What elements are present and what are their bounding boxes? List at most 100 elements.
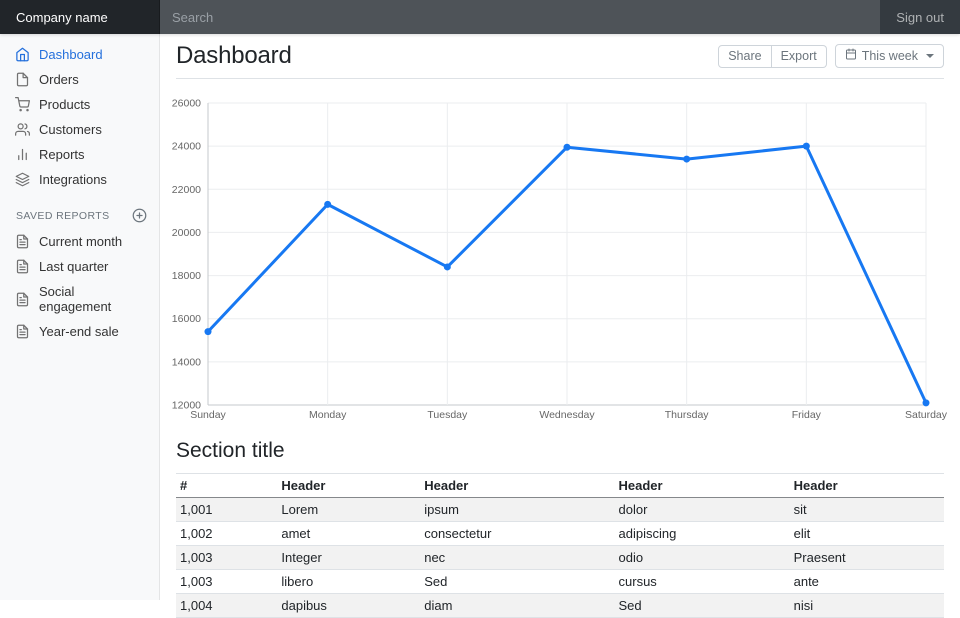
svg-text:26000: 26000: [172, 98, 201, 110]
svg-text:22000: 22000: [172, 184, 201, 196]
share-button[interactable]: Share: [718, 45, 771, 68]
search-input[interactable]: [160, 0, 880, 34]
table-cell: ipsum: [420, 498, 614, 522]
table-cell: Sed: [420, 570, 614, 594]
week-dropdown-label: This week: [862, 49, 918, 64]
sidebar-item-dashboard[interactable]: Dashboard: [0, 42, 160, 67]
sidebar-item-integrations[interactable]: Integrations: [0, 167, 160, 192]
svg-text:Sunday: Sunday: [190, 409, 226, 421]
sidebar-item-label: Dashboard: [39, 47, 103, 62]
saved-report-current-month[interactable]: Current month: [0, 229, 160, 254]
chevron-down-icon: [926, 54, 934, 58]
table-column-header: Header: [615, 474, 790, 498]
table-cell: sit: [790, 498, 944, 522]
saved-reports-list: Current month Last quarter Social engageme…: [0, 229, 160, 344]
sidebar-item-label: Reports: [39, 147, 85, 162]
users-icon: [15, 122, 30, 137]
brand-link[interactable]: Company name: [0, 0, 160, 34]
table-column-header: Header: [790, 474, 944, 498]
table-cell: consectetur: [420, 522, 614, 546]
table-cell: odio: [615, 546, 790, 570]
saved-report-social-engagement[interactable]: Social engagement: [0, 279, 160, 319]
saved-report-label: Social engagement: [39, 284, 145, 314]
week-dropdown-button[interactable]: This week: [835, 44, 944, 68]
table-cell: 1,003: [176, 546, 277, 570]
saved-report-last-quarter[interactable]: Last quarter: [0, 254, 160, 279]
table-cell: 1,003: [176, 570, 277, 594]
saved-reports-heading: Saved reports: [0, 192, 160, 229]
svg-text:20000: 20000: [172, 227, 201, 239]
table-cell: dapibus: [277, 594, 420, 618]
file-text-icon: [15, 292, 30, 307]
table-cell: Sed: [615, 594, 790, 618]
svg-text:Monday: Monday: [309, 409, 347, 421]
top-navbar: Company name Sign out: [0, 0, 960, 34]
saved-reports-label: Saved reports: [16, 210, 110, 222]
plus-circle-icon[interactable]: [132, 208, 147, 223]
sidebar-nav: Dashboard Orders Products Customers Reports I…: [0, 42, 160, 192]
sidebar-item-reports[interactable]: Reports: [0, 142, 160, 167]
table-cell: nisi: [790, 594, 944, 618]
page-title: Dashboard: [176, 42, 292, 70]
home-icon: [15, 47, 30, 62]
file-text-icon: [15, 234, 30, 249]
table-cell: 1,002: [176, 522, 277, 546]
sidebar-item-products[interactable]: Products: [0, 92, 160, 117]
sidebar-item-label: Customers: [39, 122, 102, 137]
table-cell: diam: [420, 594, 614, 618]
table-cell: dolor: [615, 498, 790, 522]
bar-chart-icon: [15, 147, 30, 162]
export-button[interactable]: Export: [772, 45, 827, 68]
section-title: Section title: [176, 439, 944, 463]
sidebar-item-customers[interactable]: Customers: [0, 117, 160, 142]
table-column-header: Header: [277, 474, 420, 498]
sidebar-item-label: Integrations: [39, 172, 107, 187]
table-cell: elit: [790, 522, 944, 546]
layers-icon: [15, 172, 30, 187]
table-column-header: #: [176, 474, 277, 498]
table-cell: 1,004: [176, 594, 277, 618]
svg-text:Friday: Friday: [792, 409, 822, 421]
table-column-header: Header: [420, 474, 614, 498]
table-cell: Integer: [277, 546, 420, 570]
saved-report-year-end-sale[interactable]: Year-end sale: [0, 319, 160, 344]
saved-report-label: Last quarter: [39, 259, 108, 274]
table-cell: adipiscing: [615, 522, 790, 546]
table-cell: cursus: [615, 570, 790, 594]
svg-text:Tuesday: Tuesday: [427, 409, 468, 421]
svg-text:24000: 24000: [172, 141, 201, 153]
calendar-icon: [845, 48, 857, 64]
svg-text:16000: 16000: [172, 313, 201, 325]
share-export-group: Share Export: [718, 45, 827, 68]
sidebar-item-label: Products: [39, 97, 90, 112]
svg-text:14000: 14000: [172, 356, 201, 368]
sidebar-item-label: Orders: [39, 72, 79, 87]
svg-text:Wednesday: Wednesday: [539, 409, 595, 421]
table-cell: libero: [277, 570, 420, 594]
saved-report-label: Year-end sale: [39, 324, 119, 339]
shopping-cart-icon: [15, 97, 30, 112]
table-cell: amet: [277, 522, 420, 546]
file-text-icon: [15, 259, 30, 274]
sign-out-link[interactable]: Sign out: [880, 0, 960, 34]
sidebar: Dashboard Orders Products Customers Reports I…: [0, 34, 160, 600]
svg-text:Thursday: Thursday: [665, 409, 710, 421]
sidebar-item-orders[interactable]: Orders: [0, 67, 160, 92]
table-cell: Lorem: [277, 498, 420, 522]
table-cell: nec: [420, 546, 614, 570]
table-cell: 1,001: [176, 498, 277, 522]
file-icon: [15, 72, 30, 87]
table-cell: ante: [790, 570, 944, 594]
traffic-line-chart: 1200014000160001800020000220002400026000…: [176, 93, 944, 423]
toolbar: Share Export This week: [718, 44, 944, 68]
svg-text:Saturday: Saturday: [905, 409, 948, 421]
